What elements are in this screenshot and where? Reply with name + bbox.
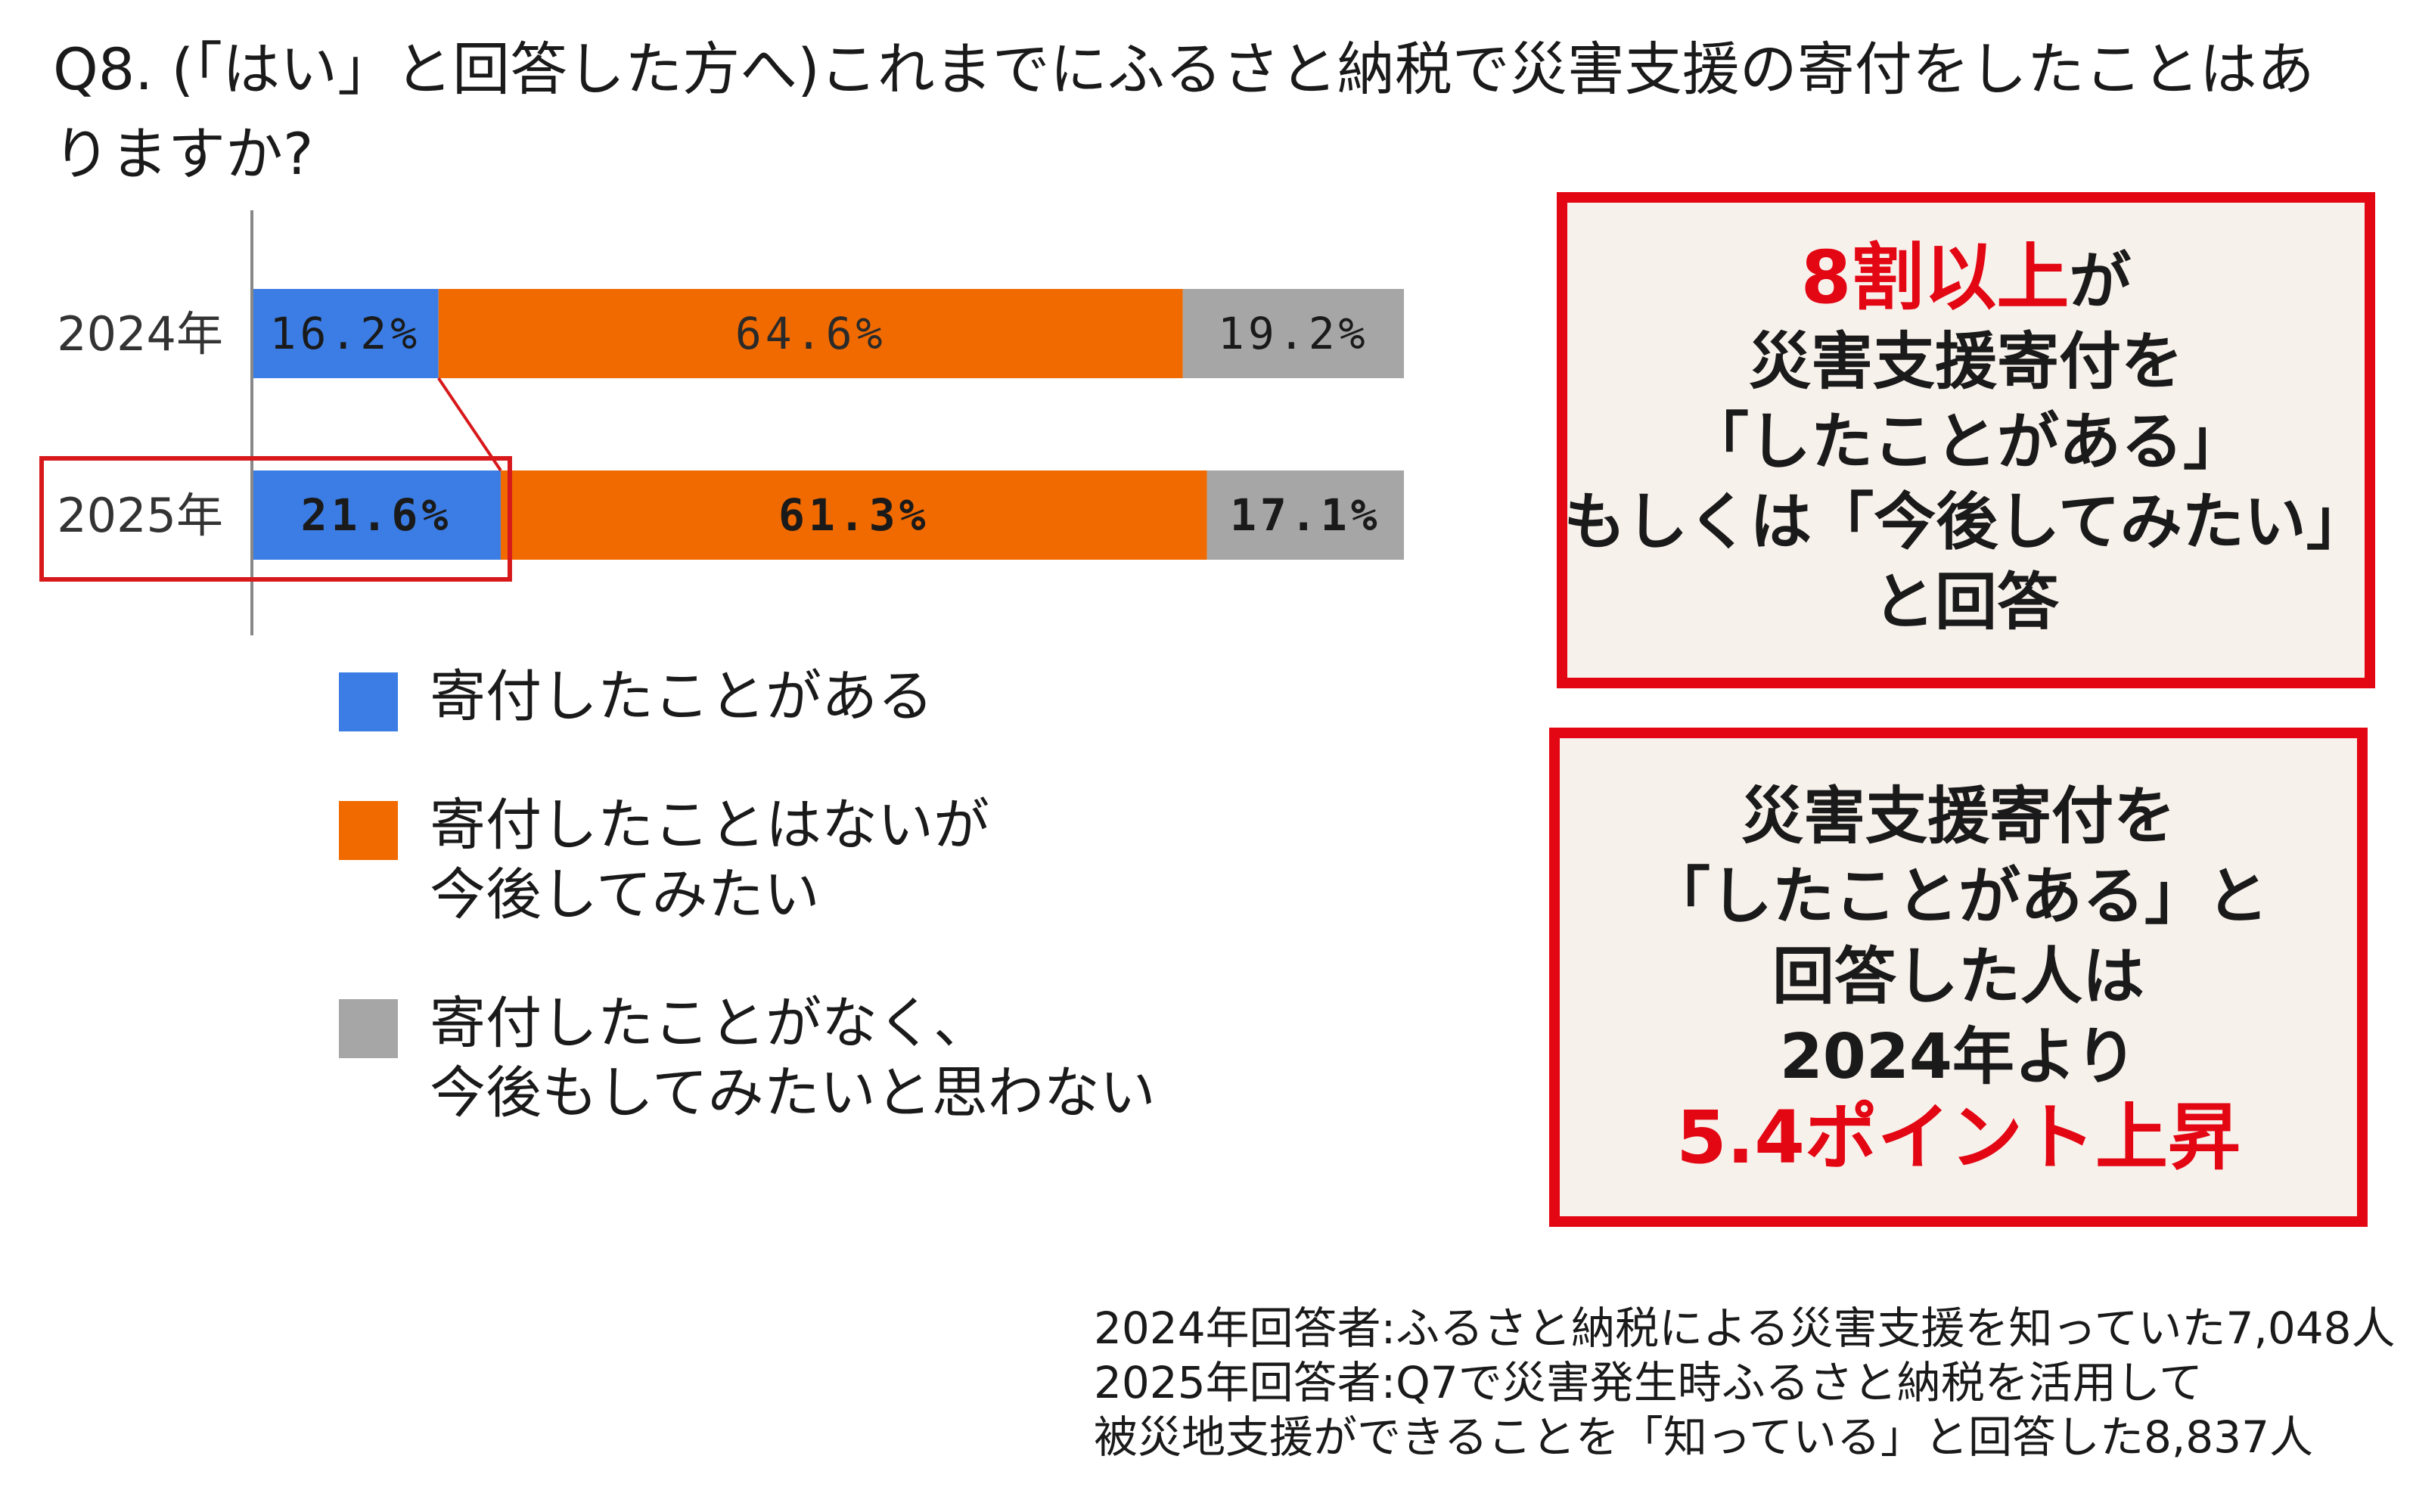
change-connector-line [437, 377, 502, 472]
bar-segment [1182, 289, 1404, 378]
highlight-box [39, 456, 512, 582]
callout-line: 2024年より [1779, 1021, 2138, 1093]
category-label: 2024年 [57, 306, 223, 362]
callout-highlight-text: 8割以上 [1800, 235, 2070, 320]
callout-line: 回答した人は [1772, 941, 2144, 1013]
callout-highlight-text: 5.4ポイント上昇 [1675, 1095, 2241, 1180]
legend-swatch-gray [339, 999, 398, 1058]
legend-label: 寄付したことはないが 今後してみたい [430, 793, 989, 927]
callout-line: と回答 [1872, 567, 2059, 638]
callout-line: もしくは「今後してみたい」 [1564, 486, 2368, 558]
callout-line: 災害支援寄付を [1741, 781, 2175, 852]
bar-segment [1206, 470, 1404, 560]
data-label: 64.6% [735, 308, 887, 359]
legend-swatch-blue [339, 672, 398, 731]
callout-over-80-percent: 8割以上が 災害支援寄付を 「したことがある」 もしくは「今後してみたい」 と回… [1557, 192, 2375, 688]
legend-label: 寄付したことがなく、 今後もしてみたいと思わない [430, 991, 1156, 1125]
note-line: 2024年回答者:ふるさと納税による災害支援を知っていた7,048人 [1094, 1302, 2396, 1354]
callout-line: 災害支援寄付を [1748, 326, 2183, 398]
category-label: 2025年 [57, 488, 223, 543]
callout-line: 「したことがある」 [1686, 406, 2245, 478]
callout-point-increase: 災害支援寄付を 「したことがある」と 回答した人は 2024年より 5.4ポイン… [1549, 728, 2368, 1227]
bar-segment [252, 470, 501, 560]
bar-segment [438, 289, 1183, 378]
respondent-note: 2024年回答者:ふるさと納税による災害支援を知っていた7,048人 2025年… [1094, 1301, 2396, 1464]
legend-swatch-orange [339, 801, 398, 860]
question-title: Q8. (「はい」と回答した方へ)これまでにふるさと納税で災害支援の寄付をしたこ… [53, 36, 2315, 188]
legend-item-want-to-donate: 寄付したことはないが 今後してみたい [339, 790, 1322, 930]
bar-segment [500, 470, 1207, 560]
data-label: 16.2% [270, 308, 421, 359]
legend-item-donated: 寄付したことがある [339, 662, 1322, 731]
data-label: 17.1% [1230, 489, 1381, 541]
note-line: 2025年回答者:Q7で災害発生時ふるさと納税を活用して [1094, 1357, 2203, 1408]
data-label: 21.6% [301, 489, 452, 541]
legend-label: 寄付したことがある [430, 664, 933, 729]
callout-line: 8割以上が [1801, 238, 2132, 322]
data-label: 19.2% [1218, 308, 1369, 359]
stacked-bar-chart: 2024年 16.2% 64.6% 19.2% 2025年 21.6% 61.3% 17.1% [39, 210, 1404, 635]
chart-legend: 寄付したことがある 寄付したことはないが 今後してみたい 寄付したことがなく、 … [339, 662, 1322, 1128]
callout-line: 「したことがある」と [1647, 861, 2269, 933]
callout-text: が [2069, 246, 2132, 318]
legend-item-not-interested: 寄付したことがなく、 今後もしてみたいと思わない [339, 989, 1322, 1128]
bar-segment [252, 289, 439, 378]
note-line: 被災地支援ができることを「知っている」と回答した8,837人 [1094, 1411, 2313, 1463]
data-label: 61.3% [778, 489, 930, 541]
